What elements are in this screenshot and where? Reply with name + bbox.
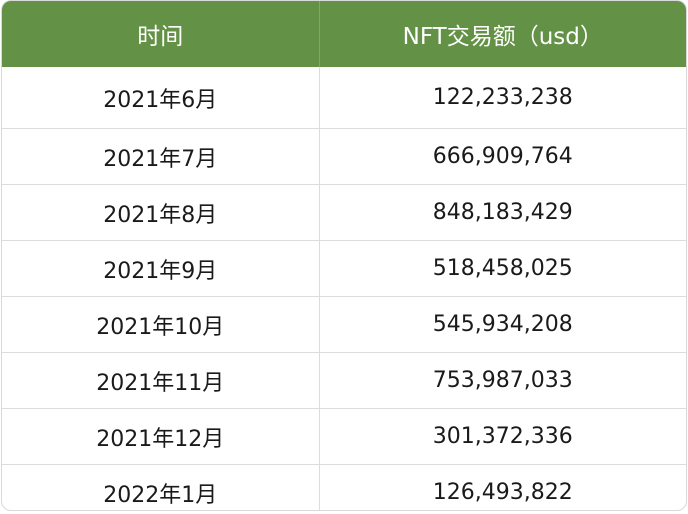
cell-volume: 301,372,336: [319, 408, 686, 465]
cell-volume: 122,233,238: [432, 85, 573, 110]
cell-volume: 848,183,429: [319, 184, 686, 241]
cell-month: 2021年10月: [2, 296, 320, 353]
cell-volume: 666,909,764: [319, 128, 686, 185]
table-row: 2021年10月 545,934,208: [2, 296, 686, 353]
header-row: 时间 NFT交易额（usd）: [2, 1, 686, 67]
cell-month: 2022年1月: [2, 464, 320, 510]
cell-volume: 753,987,033: [319, 352, 686, 409]
cell-month: 2021年11月: [2, 352, 320, 409]
cell-month: 2021年9月: [2, 240, 320, 297]
table-row: 2021年9月 518,458,025: [2, 240, 686, 297]
cell-month: 2021年12月: [2, 408, 320, 465]
cell-volume: 126,493,822: [319, 464, 686, 510]
header-time: 时间: [2, 1, 320, 67]
table-row: 2021年11月 753,987,033: [2, 352, 686, 409]
cell-month: 2021年8月: [2, 184, 320, 241]
table-row: 2021年6月 122,233,238: [2, 67, 686, 129]
cell-month: 2021年6月: [2, 67, 320, 129]
cell-month: 2021年7月: [2, 128, 320, 185]
table-row: 2021年12月 301,372,336: [2, 408, 686, 465]
table-row: 2022年1月 126,493,822: [2, 464, 686, 510]
cell-volume: 518,458,025: [319, 240, 686, 297]
table-row: 2021年7月 666,909,764: [2, 128, 686, 185]
table-body: 2021年6月 122,233,238 2021年7月 666,909,764 …: [2, 67, 686, 510]
header-nft-volume: NFT交易额（usd）: [319, 1, 686, 67]
table-row: 2021年8月 848,183,429: [2, 184, 686, 241]
cell-volume: 545,934,208: [319, 296, 686, 353]
table-header: 时间 NFT交易额（usd）: [2, 1, 686, 67]
